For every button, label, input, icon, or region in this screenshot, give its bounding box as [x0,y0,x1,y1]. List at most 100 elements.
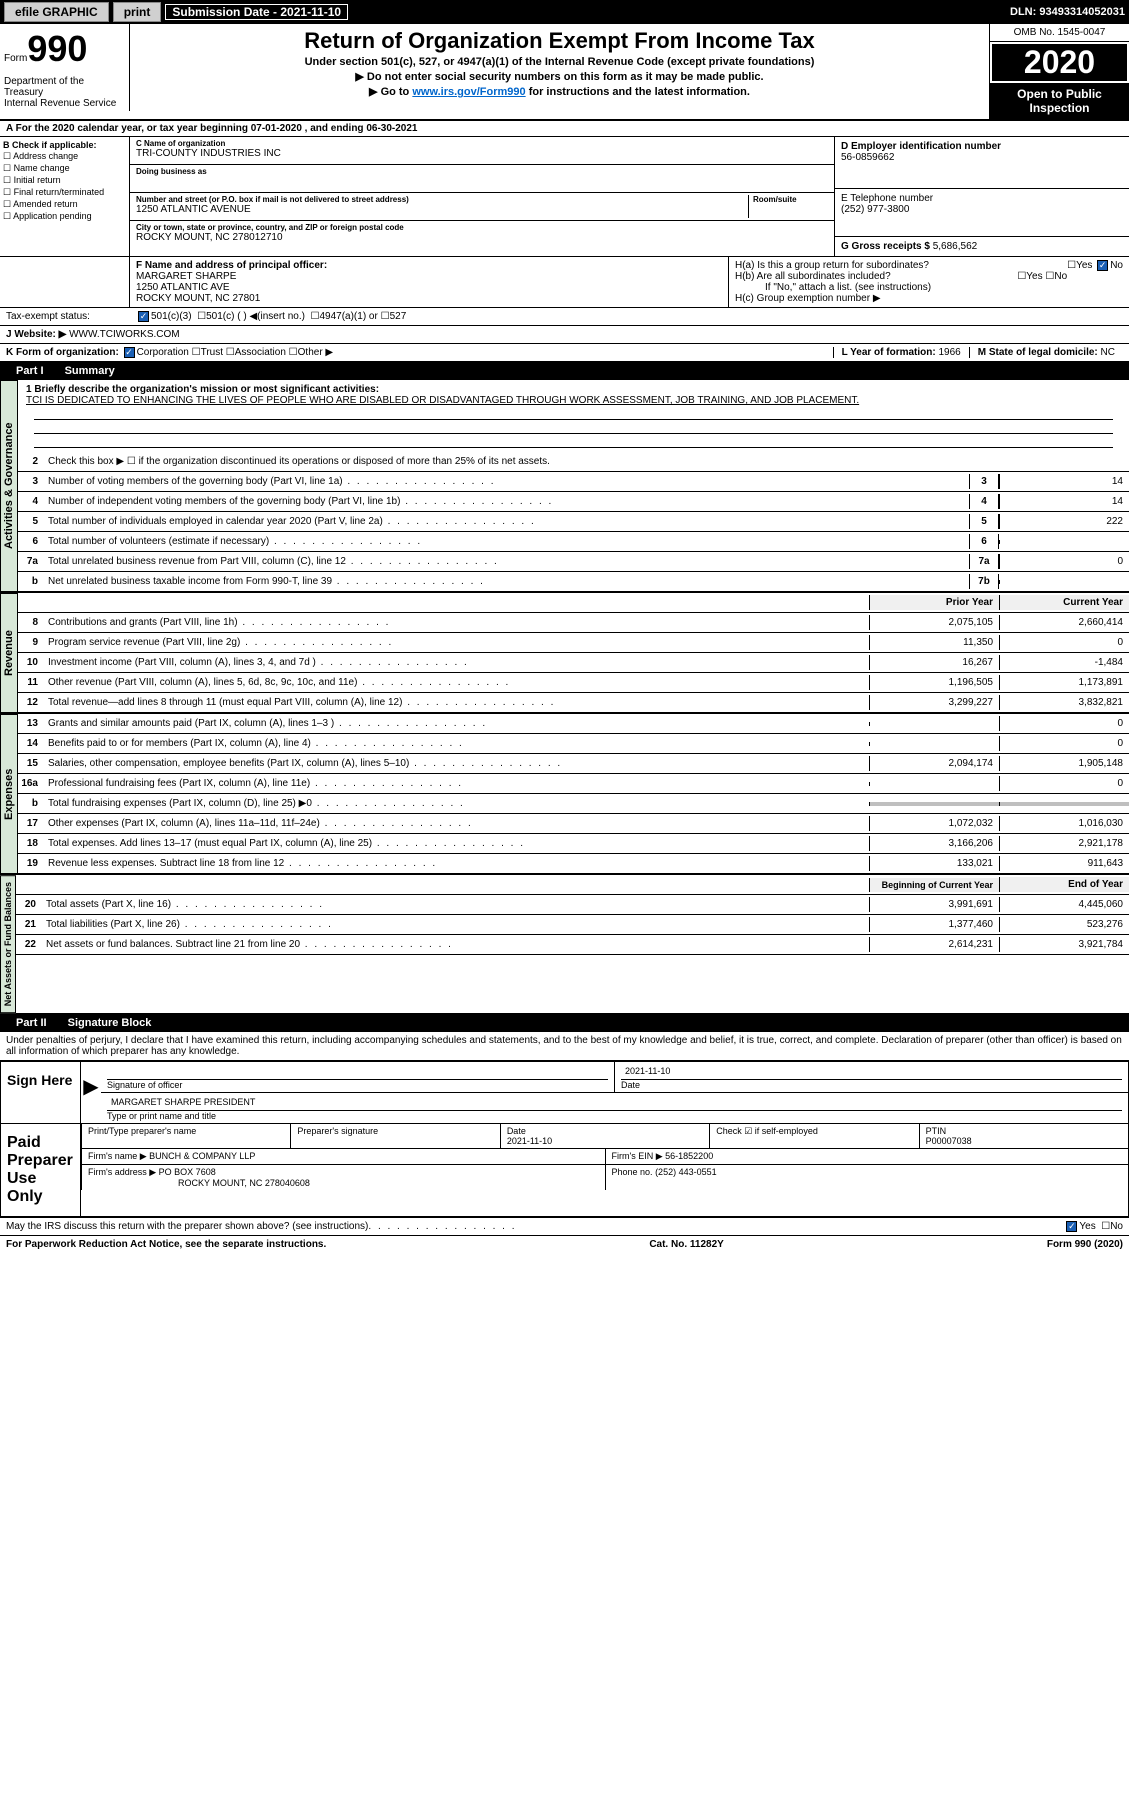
discuss-text: May the IRS discuss this return with the… [6,1221,368,1232]
col-b-label: B Check if applicable: [3,140,126,150]
print-button[interactable]: print [113,2,162,22]
opt-501c: 501(c) ( ) ◀(insert no.) [206,311,305,322]
pycy-header: Prior Year Current Year [18,593,1129,613]
submission-date: Submission Date - 2021-11-10 [165,4,348,20]
mission-block: 1 Briefly describe the organization's mi… [18,380,1129,452]
discuss-yes[interactable] [1066,1221,1077,1232]
perjury-text: Under penalties of perjury, I declare th… [0,1032,1129,1061]
website-value: WWW.TCIWORKS.COM [69,329,180,340]
form-header: Form990 Department of the Treasury Inter… [0,24,1129,121]
line2-desc: Check this box ▶ ☐ if the organization d… [44,454,1129,469]
rev-row-10: 10Investment income (Part VIII, column (… [18,653,1129,673]
officer-label: F Name and address of principal officer: [136,260,722,271]
gov-row-b: bNet unrelated business taxable income f… [18,572,1129,592]
footer-form: Form 990 (2020) [1047,1239,1123,1250]
goto-pre: ▶ Go to [369,86,412,98]
na-row-21: 21Total liabilities (Part X, line 26) 1,… [16,915,1129,935]
opt-corp: Corporation [137,347,189,358]
revenue-section: Revenue Prior Year Current Year 8Contrib… [0,593,1129,714]
gross-receipts-label: G Gross receipts $ [841,241,930,252]
self-employed-check[interactable]: Check ☑ if self-employed [709,1124,918,1148]
org-city: ROCKY MOUNT, NC 278012710 [136,232,828,243]
chk-address-change[interactable]: ☐ Address change [3,151,126,162]
line-2: 2Check this box ▶ ☐ if the organization … [18,452,1129,472]
tax-exempt-line: Tax-exempt status: 501(c)(3) ☐ 501(c) ( … [0,308,1129,326]
tax-exempt-label: Tax-exempt status: [6,311,136,322]
col-h: H(a) Is this a group return for subordin… [729,257,1129,307]
officer-addr2: ROCKY MOUNT, NC 27801 [136,293,722,304]
row-a-tax-year: A For the 2020 calendar year, or tax yea… [0,121,1129,137]
ein-value: 56-0859662 [841,152,1123,163]
officer-addr1: 1250 ATLANTIC AVE [136,282,722,293]
vlabel-netassets: Net Assets or Fund Balances [0,875,16,1013]
k-label: K Form of organization: [6,347,119,358]
gov-row-5: 5Total number of individuals employed in… [18,512,1129,532]
chk-pending[interactable]: ☐ Application pending [3,211,126,222]
gov-row-7a: 7aTotal unrelated business revenue from … [18,552,1129,572]
state-domicile: NC [1101,347,1115,358]
exp-row-17: 17Other expenses (Part IX, column (A), l… [18,814,1129,834]
opt-trust: Trust [201,347,223,358]
exp-row-19: 19Revenue less expenses. Subtract line 1… [18,854,1129,874]
year-formation: 1966 [938,347,960,358]
website-label: J Website: ▶ [6,329,66,340]
firm-phone-label: Phone no. [612,1167,653,1177]
preparer-sig-label: Preparer's signature [290,1124,499,1148]
chk-corp[interactable] [124,347,135,358]
sign-here-label: Sign Here [1,1062,81,1123]
dept-box: Department of the Treasury Internal Reve… [0,74,130,111]
col-d-to-g: D Employer identification number 56-0859… [834,137,1129,256]
part2-num: Part II [8,1015,55,1031]
hc-label: H(c) Group exemption number ▶ [735,293,1123,304]
activities-governance: Activities & Governance 1 Briefly descri… [0,380,1129,593]
phone-label: E Telephone number [841,193,1123,204]
return-title: Return of Organization Exempt From Incom… [140,28,979,54]
chk-final-return[interactable]: ☐ Final return/terminated [3,187,126,198]
col-c-org-info: C Name of organization TRI-COUNTY INDUST… [130,137,834,256]
k-l-m-line: K Form of organization: Corporation ☐ Tr… [0,344,1129,362]
net-assets-section: Net Assets or Fund Balances Beginning of… [0,875,1129,1014]
ptin-value: P00007038 [926,1136,972,1146]
col-f: F Name and address of principal officer:… [130,257,729,307]
gov-row-6: 6Total number of volunteers (estimate if… [18,532,1129,552]
dln-label: DLN: 93493314052031 [1010,6,1125,18]
gross-receipts: 5,686,562 [933,241,978,252]
efile-button[interactable]: efile GRAPHIC [4,2,109,22]
sig-date: 2021-11-10 [621,1064,1122,1080]
vlabel-governance: Activities & Governance [0,380,18,592]
org-address: 1250 ATLANTIC AVENUE [136,204,748,215]
header-title-block: Return of Organization Exempt From Incom… [130,24,989,119]
prep-date: 2021-11-10 [507,1136,552,1146]
sig-date-label: Date [621,1080,640,1090]
header-link-line: ▶ Go to www.irs.gov/Form990 for instruct… [140,85,979,98]
paid-preparer-label: Paid Preparer Use Only [1,1124,81,1216]
exp-row-13: 13Grants and similar amounts paid (Part … [18,714,1129,734]
rev-row-8: 8Contributions and grants (Part VIII, li… [18,613,1129,633]
mission-text: TCI IS DEDICATED TO ENHANCING THE LIVES … [26,395,1121,406]
chk-initial-return[interactable]: ☐ Initial return [3,175,126,186]
sig-officer-label: Signature of officer [107,1080,182,1090]
na-py-hdr: Beginning of Current Year [869,878,999,892]
irs-link[interactable]: www.irs.gov/Form990 [412,86,525,98]
chk-amended[interactable]: ☐ Amended return [3,199,126,210]
type-name-label: Type or print name and title [107,1111,216,1121]
opt-assoc: Association [235,347,286,358]
firm-name-label: Firm's name ▶ [88,1151,147,1161]
chk-name-change[interactable]: ☐ Name change [3,163,126,174]
section-f-h: F Name and address of principal officer:… [0,257,1129,308]
form-990-text: 990 [27,28,87,69]
ha-no-check[interactable] [1097,260,1108,271]
na-row-22: 22Net assets or fund balances. Subtract … [16,935,1129,955]
exp-row-16a: 16aProfessional fundraising fees (Part I… [18,774,1129,794]
form-number-box: Form990 [0,24,130,74]
rev-row-9: 9Program service revenue (Part VIII, lin… [18,633,1129,653]
header-right: OMB No. 1545-0047 2020 Open to Public In… [989,24,1129,119]
firm-addr2: ROCKY MOUNT, NC 278040608 [88,1178,310,1188]
firm-ein-label: Firm's EIN ▶ [612,1151,663,1161]
dept-treasury: Department of the Treasury [4,76,125,98]
ein-label: D Employer identification number [841,141,1123,152]
footer: For Paperwork Reduction Act Notice, see … [0,1236,1129,1253]
officer-name: MARGARET SHARPE [136,271,722,282]
chk-501c3[interactable] [138,311,149,322]
goto-post: for instructions and the latest informat… [526,86,750,98]
